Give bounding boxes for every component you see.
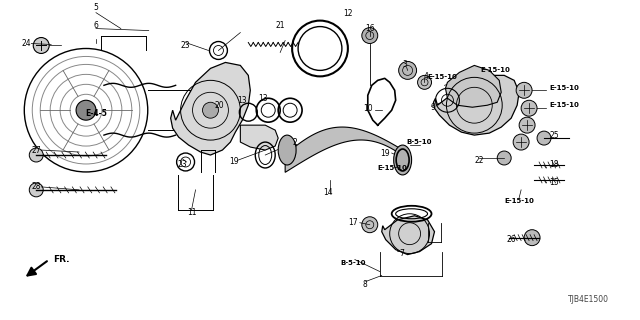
Text: 19: 19 xyxy=(380,148,390,157)
Text: 7: 7 xyxy=(399,249,404,258)
Text: TJB4E1500: TJB4E1500 xyxy=(568,295,609,304)
Text: E-4-5: E-4-5 xyxy=(85,109,107,118)
Circle shape xyxy=(29,183,44,197)
Circle shape xyxy=(33,37,49,53)
Text: 14: 14 xyxy=(323,188,333,197)
Circle shape xyxy=(521,100,537,116)
Ellipse shape xyxy=(278,135,296,165)
Circle shape xyxy=(362,217,378,233)
Polygon shape xyxy=(445,65,501,107)
Text: 10: 10 xyxy=(363,104,372,113)
Text: 27: 27 xyxy=(31,146,41,155)
Circle shape xyxy=(516,82,532,98)
Text: B-5-10: B-5-10 xyxy=(340,260,365,266)
Text: 19: 19 xyxy=(228,157,238,166)
Text: E-15-10: E-15-10 xyxy=(549,102,579,108)
Circle shape xyxy=(537,131,551,145)
Text: 4: 4 xyxy=(424,72,429,81)
Text: E-15-10: E-15-10 xyxy=(428,74,458,80)
Text: 9: 9 xyxy=(430,103,435,112)
Text: E-15-10: E-15-10 xyxy=(378,165,408,171)
Text: 16: 16 xyxy=(365,24,374,33)
Text: 13: 13 xyxy=(237,96,247,105)
Text: 21: 21 xyxy=(275,21,285,30)
Circle shape xyxy=(399,61,417,79)
Text: E-15-10: E-15-10 xyxy=(504,198,534,204)
Text: 18: 18 xyxy=(549,160,559,170)
Text: E-15-10: E-15-10 xyxy=(480,68,510,73)
Text: E-15-10: E-15-10 xyxy=(549,85,579,91)
Circle shape xyxy=(29,148,44,162)
Circle shape xyxy=(524,230,540,246)
Circle shape xyxy=(519,117,535,133)
Ellipse shape xyxy=(394,145,412,175)
Text: 25: 25 xyxy=(549,131,559,140)
Text: B-5-10: B-5-10 xyxy=(407,139,432,145)
Polygon shape xyxy=(433,76,519,135)
Text: 26: 26 xyxy=(506,235,516,244)
Circle shape xyxy=(76,100,96,120)
Text: 15: 15 xyxy=(549,179,559,188)
Circle shape xyxy=(497,151,511,165)
Text: 8: 8 xyxy=(362,280,367,289)
Polygon shape xyxy=(241,125,278,150)
Text: 23: 23 xyxy=(178,160,188,170)
Text: 2: 2 xyxy=(292,138,298,147)
Text: 22: 22 xyxy=(474,156,484,164)
Text: 17: 17 xyxy=(348,218,358,227)
Text: FR.: FR. xyxy=(53,255,70,264)
Polygon shape xyxy=(381,216,435,255)
Text: 24: 24 xyxy=(22,39,31,48)
Text: 6: 6 xyxy=(93,21,99,30)
Text: 3: 3 xyxy=(402,60,407,69)
Text: 12: 12 xyxy=(343,9,353,18)
Text: 23: 23 xyxy=(180,41,190,50)
Circle shape xyxy=(202,102,218,118)
Circle shape xyxy=(362,28,378,44)
Polygon shape xyxy=(285,127,406,172)
Circle shape xyxy=(513,134,529,150)
Text: 5: 5 xyxy=(93,3,99,12)
Text: 20: 20 xyxy=(215,101,225,110)
Polygon shape xyxy=(171,62,250,155)
Text: 13: 13 xyxy=(259,94,268,103)
Circle shape xyxy=(417,76,431,89)
Text: 11: 11 xyxy=(187,208,196,217)
Text: 28: 28 xyxy=(32,182,41,191)
